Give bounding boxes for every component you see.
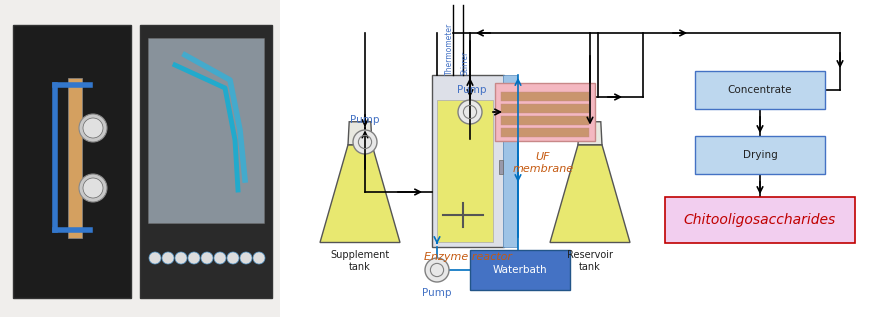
Text: Thermometer: Thermometer (445, 23, 453, 75)
Polygon shape (320, 145, 400, 243)
Text: Concentrate: Concentrate (728, 85, 792, 95)
Circle shape (214, 252, 226, 264)
Bar (432, 75, 504, 247)
Bar (140, 25, 272, 298)
Circle shape (83, 178, 103, 198)
Circle shape (227, 252, 239, 264)
Bar (437, 100, 493, 242)
Text: Enzyme reactor: Enzyme reactor (424, 252, 512, 262)
Circle shape (425, 258, 449, 282)
Bar (13, 25, 131, 298)
Circle shape (201, 252, 213, 264)
Bar (695, 71, 825, 109)
Circle shape (79, 174, 107, 202)
Polygon shape (348, 122, 372, 145)
Text: Drying: Drying (743, 150, 777, 160)
Text: Reservoir
tank: Reservoir tank (567, 250, 613, 272)
Circle shape (162, 252, 174, 264)
Circle shape (79, 114, 107, 142)
Circle shape (149, 252, 161, 264)
Text: Stirrer: Stirrer (461, 51, 469, 75)
Bar (0, 0, 280, 317)
Bar (68, 78, 82, 238)
Circle shape (353, 130, 377, 154)
Polygon shape (550, 145, 630, 243)
Circle shape (253, 252, 265, 264)
Bar (501, 115, 589, 125)
Bar (148, 38, 264, 223)
Bar (499, 160, 503, 174)
Circle shape (83, 118, 103, 138)
Bar (495, 83, 595, 141)
Bar (470, 250, 570, 290)
Circle shape (458, 100, 482, 124)
Text: Supplement
tank: Supplement tank (331, 250, 390, 272)
Circle shape (240, 252, 252, 264)
Polygon shape (578, 122, 602, 145)
Circle shape (175, 252, 187, 264)
Circle shape (188, 252, 200, 264)
Bar (503, 75, 517, 247)
Text: Pump: Pump (423, 288, 452, 298)
Text: UF
membrane: UF membrane (513, 152, 574, 174)
Text: Chitooligosaccharides: Chitooligosaccharides (684, 213, 836, 227)
Bar (665, 197, 855, 243)
Bar (501, 92, 589, 100)
Text: Pump: Pump (457, 85, 487, 95)
Bar (501, 103, 589, 113)
Bar (501, 127, 589, 137)
Bar (695, 136, 825, 174)
Text: Waterbath: Waterbath (492, 265, 547, 275)
Text: Pump: Pump (350, 115, 380, 125)
